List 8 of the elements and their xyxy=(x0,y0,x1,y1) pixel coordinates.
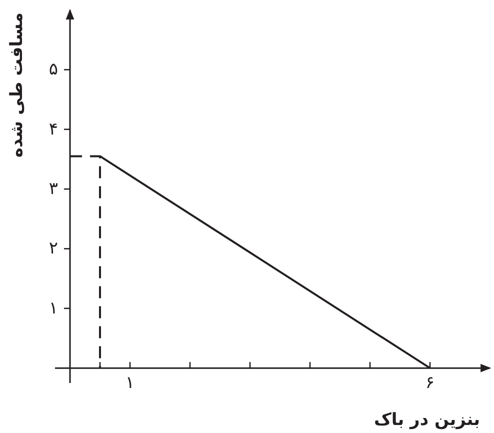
y-tick-label: ۴ xyxy=(48,119,58,140)
x-tick-label: ۶ xyxy=(425,373,435,394)
y-axis-title: مسافت طی شده xyxy=(7,12,27,158)
y-tick-label: ۵ xyxy=(48,60,58,80)
y-tick-label: ۲ xyxy=(48,238,58,259)
y-tick-label: ۳ xyxy=(48,179,58,200)
x-axis-title: بنزین در باک xyxy=(374,410,480,430)
y-tick-label: ۱ xyxy=(48,298,58,318)
